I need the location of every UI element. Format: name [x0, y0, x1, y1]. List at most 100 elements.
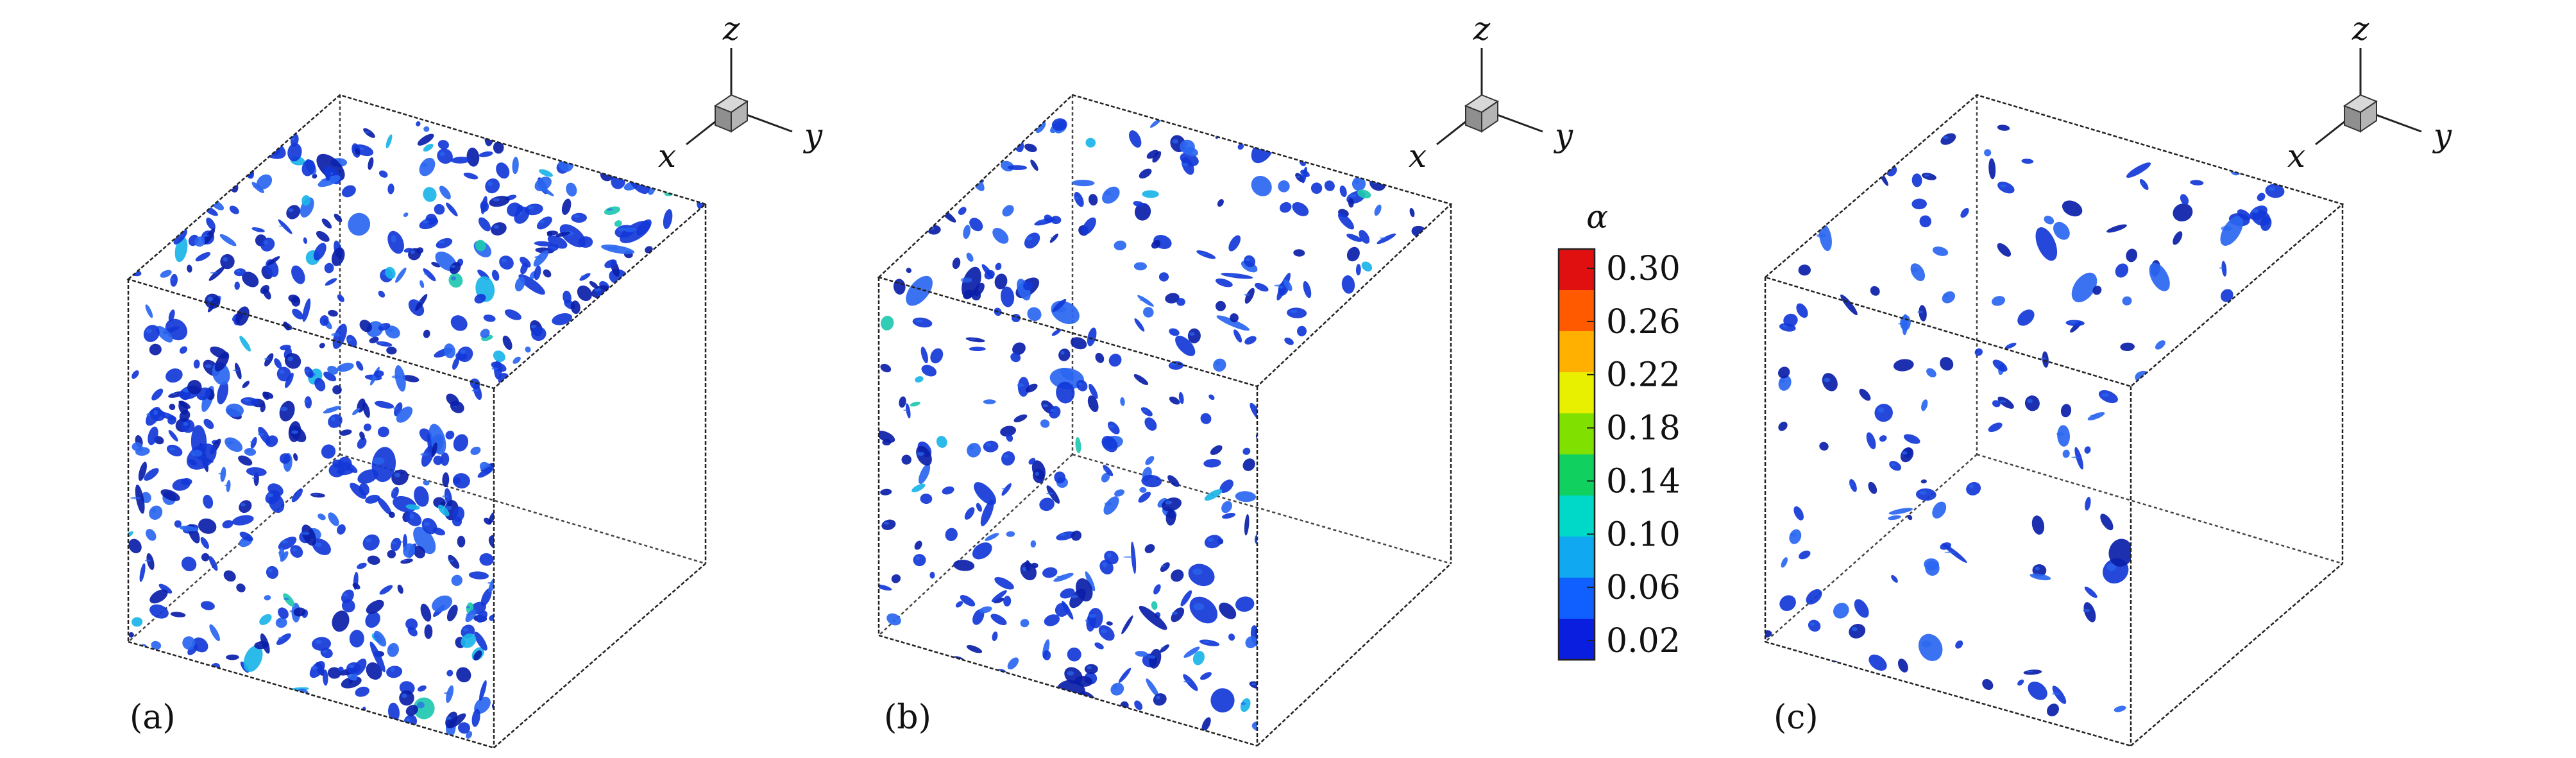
isosurface-blob	[1108, 354, 1122, 367]
isosurface-blob	[1255, 429, 1287, 443]
isosurface-blob	[1165, 293, 1180, 304]
blob-highlight	[1046, 492, 1054, 495]
isosurface-blob	[675, 682, 688, 694]
isosurface-blob	[495, 447, 516, 456]
isosurface-blob	[2225, 591, 2242, 605]
isosurface-blob	[1251, 175, 1272, 196]
blob-highlight	[1104, 191, 1112, 196]
blob-highlight	[1050, 237, 1055, 239]
isosurface-blob	[1053, 573, 1074, 582]
isosurface-blob	[131, 442, 143, 451]
isosurface-blob	[334, 707, 354, 739]
blob-highlight	[283, 598, 289, 600]
blob-highlight	[679, 457, 684, 460]
colorbar-swatch	[1559, 578, 1595, 619]
panel-b: (b)	[877, 94, 1453, 747]
isosurface-blob	[198, 125, 213, 138]
blob-highlight	[1102, 562, 1107, 567]
isosurface-blob	[2115, 263, 2129, 278]
isosurface-blob	[1280, 552, 1298, 565]
isosurface-blob	[1081, 217, 1096, 235]
isosurface-blob	[479, 151, 493, 157]
blob-highlight	[654, 304, 661, 307]
blob-highlight	[417, 702, 425, 709]
isosurface-blob	[205, 673, 219, 680]
isosurface-blob	[625, 606, 636, 618]
isosurface-blob	[646, 330, 660, 345]
blob-highlight	[2219, 267, 2224, 269]
isosurface-blob	[1072, 180, 1095, 187]
panel-label: (b)	[884, 698, 931, 737]
isosurface-blob	[1013, 414, 1028, 422]
isosurface-blob	[2122, 296, 2132, 306]
blob-highlight	[679, 158, 686, 160]
blob-highlight	[1969, 484, 1974, 489]
isosurface-blob	[361, 727, 375, 739]
blob-highlight	[244, 399, 250, 402]
isosurface-blob	[1242, 447, 1251, 455]
blob-highlight	[267, 493, 273, 497]
blob-highlight	[917, 451, 925, 456]
isosurface-blob	[1413, 472, 1425, 483]
blob-highlight	[466, 613, 471, 616]
isosurface-blob	[910, 401, 920, 407]
isosurface-blob	[151, 641, 162, 650]
cube-icon	[2343, 94, 2378, 133]
isosurface-blob	[2265, 184, 2285, 198]
blob-highlight	[694, 709, 701, 715]
isosurface-blob	[474, 632, 487, 651]
isosurface-blob	[135, 484, 145, 514]
isosurface-blob	[1228, 633, 1235, 641]
isosurface-blob	[1778, 422, 1788, 431]
isosurface-blob	[423, 268, 436, 282]
isosurface-blob	[289, 425, 307, 442]
isosurface-blob	[135, 187, 151, 202]
blob-highlight	[539, 189, 547, 191]
isosurface-blob	[1217, 199, 1224, 207]
isosurface-blob	[473, 650, 482, 661]
isosurface-blob	[2087, 412, 2105, 420]
isosurface-blob	[940, 178, 952, 190]
blob-highlight	[589, 530, 594, 533]
isosurface-blob	[413, 546, 425, 558]
isosurface-blob	[566, 506, 579, 520]
isosurface-blob	[188, 208, 196, 218]
blob-highlight	[380, 324, 385, 327]
blob-highlight	[241, 727, 245, 732]
isosurface-blob	[691, 446, 706, 463]
isosurface-blob	[332, 460, 345, 469]
isosurface-blob	[369, 336, 379, 343]
isosurface-blob	[251, 182, 264, 193]
isosurface-blob	[977, 121, 984, 132]
isosurface-blob	[994, 577, 1014, 590]
isosurface-blob	[1445, 411, 1451, 418]
isosurface-blob	[614, 653, 629, 660]
isosurface-blob	[149, 505, 163, 520]
blob-highlight	[623, 227, 636, 232]
isosurface-blob	[1355, 264, 1361, 276]
colorbar-tick-label: 0.30	[1606, 250, 1681, 288]
isosurface-blob	[1374, 204, 1382, 216]
isosurface-blob	[241, 141, 251, 159]
blob-highlight	[255, 736, 261, 740]
isosurface-blob	[887, 641, 900, 653]
isosurface-blob	[1069, 589, 1086, 608]
isosurface-blob	[947, 656, 965, 668]
isosurface-blob	[423, 187, 437, 202]
blob-highlight	[205, 364, 212, 368]
colorbar-tick-label: 0.22	[1606, 356, 1681, 395]
isosurface-blob	[619, 142, 628, 164]
isosurface-blob	[627, 558, 645, 573]
blob-highlight	[128, 222, 131, 225]
isosurface-blob	[1840, 294, 1858, 316]
isosurface-blob	[630, 328, 652, 361]
isosurface-blob	[614, 117, 632, 132]
blob-highlight	[657, 413, 664, 418]
isosurface-blob	[1442, 387, 1451, 401]
isosurface-blob	[1806, 589, 1822, 605]
isosurface-blob	[1352, 410, 1369, 424]
colorbar: α 0.300.260.220.180.140.100.060.02	[1557, 198, 1681, 661]
isosurface-blob	[1101, 472, 1110, 483]
blob-highlight	[471, 389, 479, 392]
isosurface-blob	[911, 483, 926, 493]
